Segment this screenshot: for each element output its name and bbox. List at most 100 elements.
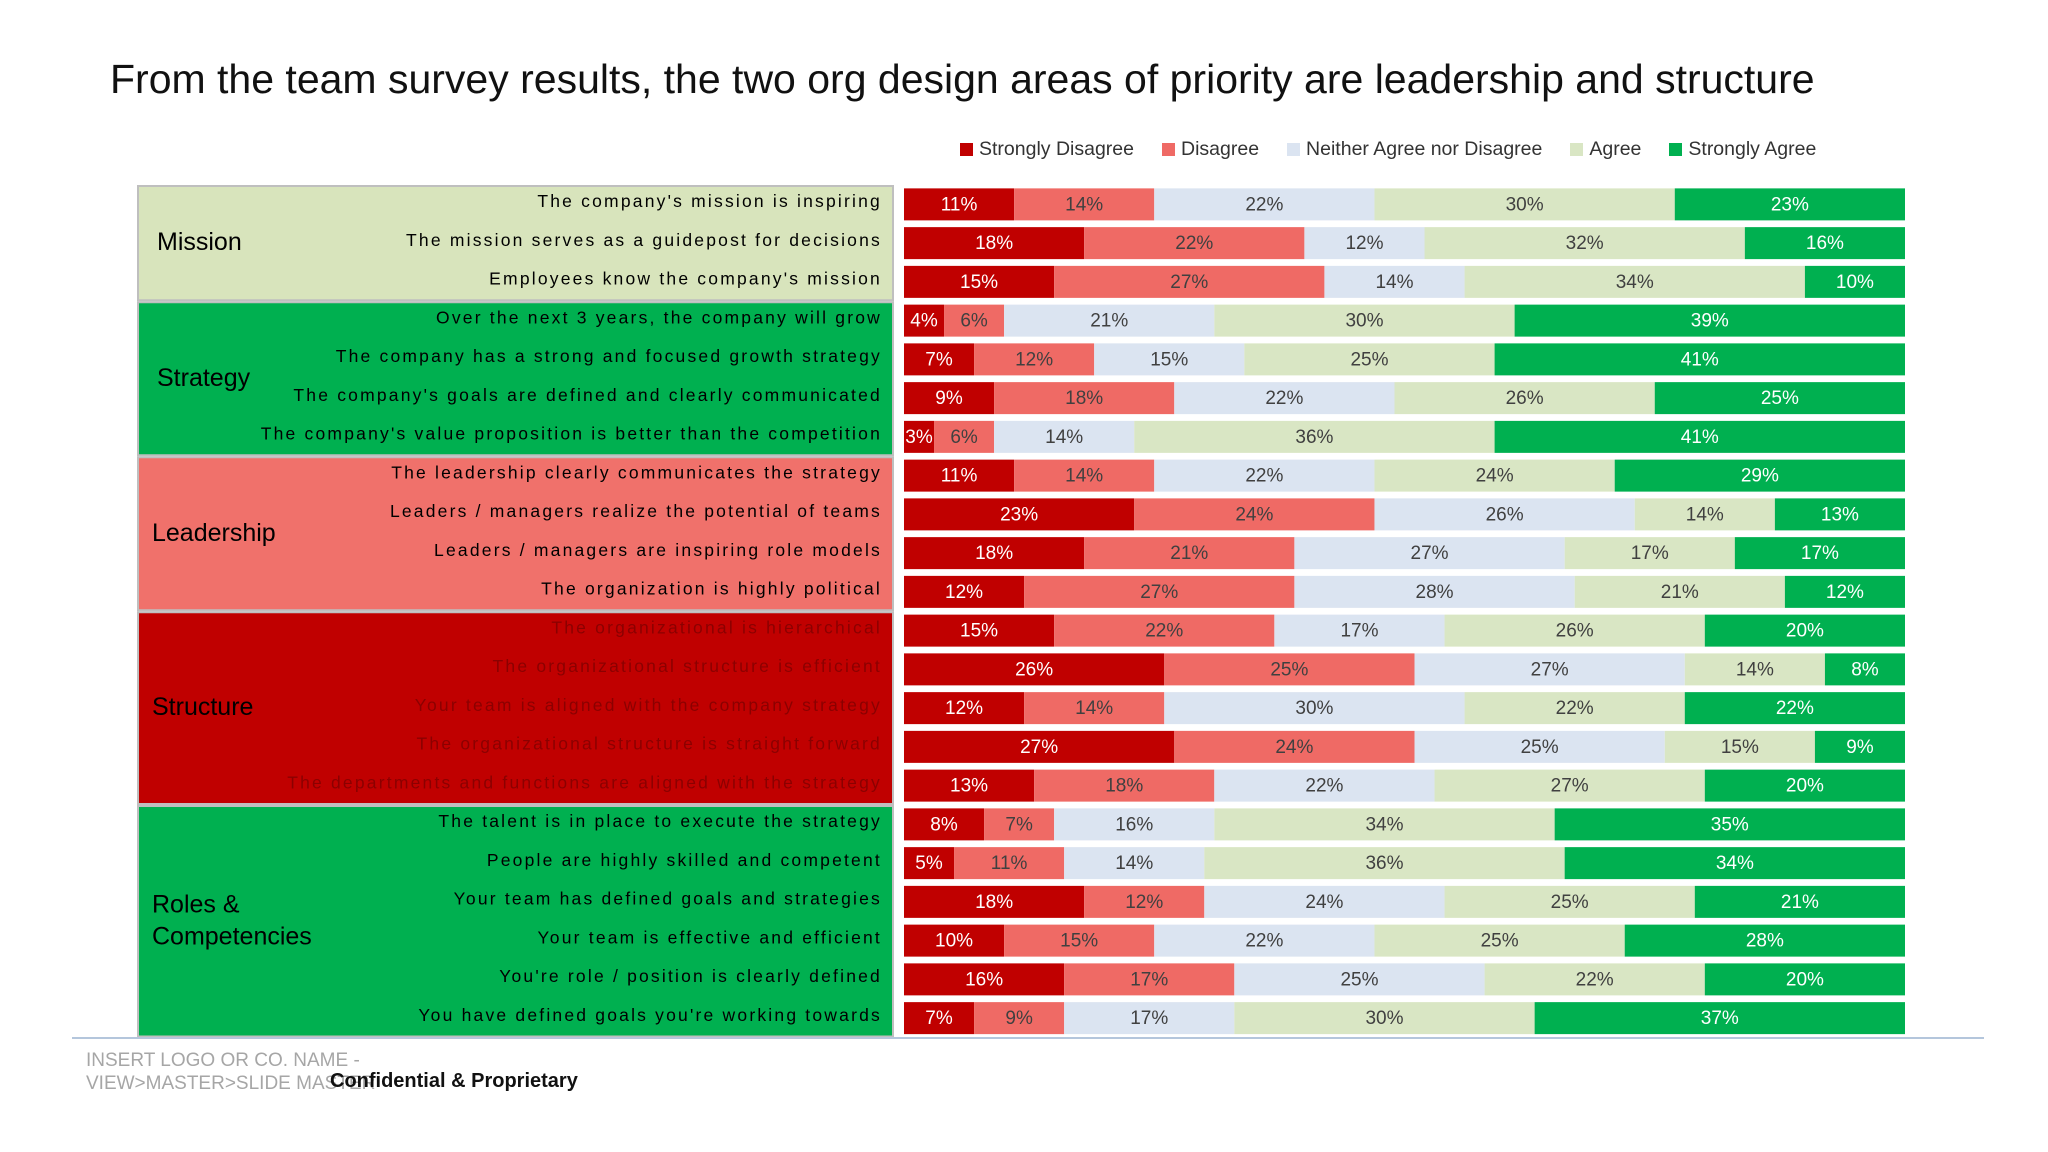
- data-label-agree: 22%: [1556, 698, 1594, 719]
- bar-segment-disagree: [954, 847, 1065, 880]
- bar-segment-neither: [1174, 382, 1395, 415]
- data-label-strongly-disagree: 7%: [925, 349, 953, 370]
- data-label-agree: 34%: [1365, 814, 1403, 835]
- data-label-disagree: 24%: [1275, 737, 1313, 758]
- bar-segment-agree: [1134, 420, 1495, 453]
- bar-segment-strongly-agree: [1824, 653, 1905, 686]
- bar-segment-strongly-disagree: [904, 808, 985, 841]
- bar-segment-disagree: [974, 1002, 1065, 1035]
- data-label-neither: 27%: [1531, 659, 1569, 680]
- data-label-strongly-disagree: 18%: [975, 233, 1013, 254]
- bar-segment-disagree: [1054, 614, 1275, 647]
- data-label-agree: 32%: [1566, 233, 1604, 254]
- bar-segment-agree: [1634, 498, 1775, 531]
- data-label-neither: 27%: [1411, 543, 1449, 564]
- data-label-strongly-agree: 21%: [1781, 892, 1819, 913]
- data-label-neither: 22%: [1245, 931, 1283, 952]
- bar-segment-strongly-disagree: [904, 265, 1055, 298]
- data-label-agree: 15%: [1721, 737, 1759, 758]
- data-label-strongly-agree: 37%: [1701, 1008, 1739, 1029]
- data-label-agree: 26%: [1556, 621, 1594, 642]
- data-label-strongly-disagree: 15%: [960, 272, 998, 293]
- data-label-neither: 15%: [1150, 349, 1188, 370]
- data-label-neither: 30%: [1295, 698, 1333, 719]
- data-label-strongly-agree: 16%: [1806, 233, 1844, 254]
- bar-segment-disagree: [1134, 498, 1375, 531]
- data-label-disagree: 25%: [1270, 659, 1308, 680]
- data-label-strongly-disagree: 7%: [925, 1008, 953, 1029]
- bar-segment-strongly-disagree: [904, 420, 935, 453]
- bar-segment-neither: [1094, 343, 1245, 376]
- data-label-strongly-agree: 22%: [1776, 698, 1814, 719]
- footer-confidential: Confidential & Proprietary: [330, 1070, 578, 1092]
- data-label-strongly-agree: 20%: [1786, 621, 1824, 642]
- bar-segment-agree: [1564, 537, 1735, 570]
- group-name-3: Structure: [152, 693, 253, 721]
- data-label-disagree: 12%: [1015, 349, 1053, 370]
- data-label-neither: 21%: [1090, 311, 1128, 332]
- data-label-strongly-agree: 12%: [1826, 582, 1864, 603]
- data-label-strongly-disagree: 12%: [945, 582, 983, 603]
- legend-item-strongly-agree: Strongly Agree: [1669, 138, 1816, 161]
- data-label-neither: 24%: [1305, 892, 1343, 913]
- group-name-4: Roles & Competencies: [152, 890, 312, 950]
- legend-swatch-strongly-disagree: [960, 142, 973, 156]
- data-label-neither: 26%: [1486, 504, 1524, 525]
- data-label-disagree: 24%: [1235, 504, 1273, 525]
- data-label-strongly-agree: 29%: [1741, 466, 1779, 487]
- data-label-strongly-agree: 9%: [1846, 737, 1874, 758]
- data-label-agree: 25%: [1551, 892, 1589, 913]
- bar-segment-agree: [1484, 963, 1705, 996]
- bar-segment-agree: [1464, 692, 1685, 725]
- data-label-strongly-agree: 10%: [1836, 272, 1874, 293]
- data-label-neither: 22%: [1305, 776, 1343, 797]
- data-label-strongly-disagree: 11%: [941, 466, 978, 487]
- question-label: The talent is in place to execute the st…: [438, 811, 882, 831]
- bar-segment-strongly-agree: [1704, 963, 1905, 996]
- group-panel-1: [137, 301, 894, 457]
- bar-segment-disagree: [1004, 924, 1155, 957]
- legend-label-agree: Agree: [1589, 137, 1642, 160]
- question-label: People are highly skilled and competent: [487, 850, 882, 870]
- bar-segment-strongly-agree: [1704, 769, 1905, 802]
- data-label-strongly-disagree: 12%: [945, 698, 983, 719]
- question-label: Your team has defined goals and strategi…: [454, 889, 882, 909]
- legend-label-strongly-disagree: Strongly Disagree: [979, 137, 1134, 160]
- bar-segment-strongly-agree: [1744, 227, 1905, 260]
- bar-segment-disagree: [994, 382, 1175, 415]
- data-label-neither: 17%: [1130, 1008, 1168, 1029]
- data-label-neither: 25%: [1340, 969, 1378, 990]
- bar-segment-agree: [1574, 575, 1785, 608]
- bar-segment-neither: [1234, 963, 1485, 996]
- bar-segment-strongly-agree: [1694, 885, 1905, 918]
- data-label-agree: 36%: [1295, 427, 1333, 448]
- legend-swatch-strongly-agree: [1669, 142, 1683, 156]
- data-label-neither: 14%: [1115, 853, 1153, 874]
- data-label-strongly-disagree: 18%: [975, 892, 1013, 913]
- data-label-neither: 22%: [1245, 466, 1283, 487]
- bar-segment-disagree: [1024, 575, 1295, 608]
- question-label: The company's value proposition is bette…: [261, 424, 882, 444]
- bar-segment-strongly-disagree: [904, 498, 1135, 531]
- group-panel-0: [137, 185, 894, 302]
- data-label-disagree: 9%: [1005, 1008, 1033, 1029]
- question-label: The company has a strong and focused gro…: [336, 346, 882, 366]
- data-label-strongly-agree: 28%: [1746, 931, 1784, 952]
- legend-item-disagree: Disagree: [1162, 138, 1259, 161]
- data-label-strongly-agree: 25%: [1761, 388, 1799, 409]
- bar-segment-neither: [1154, 188, 1375, 221]
- bar-segment-strongly-agree: [1534, 1002, 1905, 1035]
- data-label-neither: 14%: [1045, 427, 1083, 448]
- data-label-strongly-disagree: 27%: [1020, 737, 1058, 758]
- bar-segment-strongly-agree: [1814, 730, 1905, 763]
- legend-item-neither: Neither Agree nor Disagree: [1287, 138, 1542, 161]
- data-label-neither: 22%: [1265, 388, 1303, 409]
- data-label-agree: 22%: [1576, 969, 1614, 990]
- bar-segment-strongly-disagree: [904, 304, 945, 337]
- question-label: You have defined goals you're working to…: [418, 1005, 882, 1025]
- bar-segment-neither: [1304, 227, 1425, 260]
- group-panel-3: [137, 611, 894, 805]
- group-panel-2: [137, 456, 894, 612]
- bar-segment-neither: [1064, 1002, 1235, 1035]
- data-label-agree: 34%: [1616, 272, 1654, 293]
